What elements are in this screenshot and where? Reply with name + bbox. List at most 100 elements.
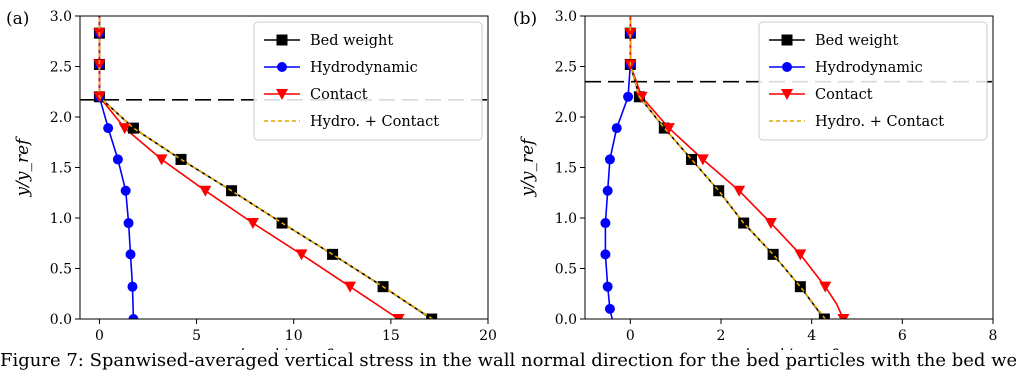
y-tick: 3.0 — [555, 9, 585, 25]
legend-marker — [781, 89, 793, 100]
x-tick-label: 0 — [95, 328, 104, 344]
data-point-contact — [696, 154, 709, 166]
y-tick: 1.5 — [555, 161, 585, 177]
data-point-bed_weight — [713, 185, 725, 197]
legend-marker — [276, 34, 288, 46]
x-tick-label: 0 — [626, 328, 635, 344]
chart-panel-1: 0 5 10 15 20 0.0 0.5 1.0 1.5 2.0 2.5 3.0 ⟨σ_y⟩/σ_ref… — [6, 9, 497, 350]
y-tick: 1.0 — [50, 211, 80, 227]
x-tick-label: 6 — [898, 328, 907, 344]
y-axis-title: y/y_ref — [518, 136, 538, 198]
x-axis-title: ⟨σ_y⟩/σ_ref — [237, 346, 333, 350]
data-point-contact — [662, 123, 675, 135]
data-point-hydrodynamic — [128, 314, 139, 319]
data-point-hydrodynamic — [103, 123, 114, 134]
y-tick-label: 1.0 — [555, 211, 577, 227]
data-point-hydrodynamic — [127, 281, 138, 292]
y-tick-label: 3.0 — [555, 9, 577, 25]
legend-label: Contact — [310, 87, 368, 103]
data-point-contact — [764, 218, 777, 230]
legend-item-contact: Contact — [264, 87, 368, 103]
data-point-contact — [155, 154, 168, 166]
legend-item-hydrodynamic: Hydrodynamic — [264, 60, 418, 76]
legend-label: Bed weight — [310, 33, 393, 49]
panel-label: (b) — [513, 9, 537, 29]
data-point-hydrodynamic — [602, 185, 613, 196]
x-tick: 5 — [192, 319, 201, 344]
y-tick-label: 2.5 — [50, 60, 72, 76]
legend: Bed weight Hydrodynamic Contact Hydro. + Co… — [253, 21, 483, 141]
y-tick: 2.5 — [50, 60, 80, 76]
figure: 051015200.00.51.01.52.02.53.0⟨σ_y⟩/σ_ref… — [6, 9, 997, 350]
data-point-bed_weight — [794, 281, 806, 293]
data-point-hydrodynamic — [600, 249, 611, 260]
data-point-contact — [794, 249, 807, 261]
legend-label: Hydrodynamic — [310, 60, 418, 76]
x-tick-label: 8 — [989, 328, 998, 344]
x-tick: 0 — [626, 319, 635, 344]
data-point-contact — [199, 185, 212, 197]
legend-item-sum: Hydro. + Contact — [769, 114, 944, 130]
legend-box — [253, 21, 483, 141]
legend-marker — [277, 62, 287, 72]
data-point-hydrodynamic — [602, 281, 613, 292]
data-point-contact — [837, 314, 850, 319]
y-tick-label: 1.5 — [555, 161, 577, 177]
y-tick-label: 0.5 — [555, 262, 577, 278]
series-line-sum-overlay — [98, 16, 434, 319]
x-tick-label: 20 — [479, 328, 497, 344]
x-tick: 20 — [479, 319, 497, 344]
y-tick-label: 0.0 — [50, 312, 72, 328]
y-tick-label: 1.5 — [50, 161, 72, 177]
legend-marker — [276, 89, 288, 100]
series-group — [93, 16, 438, 319]
y-tick: 2.0 — [50, 110, 80, 126]
x-tick: 6 — [898, 319, 907, 344]
legend-item-contact: Contact — [769, 87, 873, 103]
data-point-hydrodynamic — [600, 218, 611, 229]
legend-label: Hydrodynamic — [815, 60, 923, 76]
y-tick-label: 2.5 — [555, 60, 577, 76]
legend-label: Bed weight — [815, 33, 898, 49]
data-point-contact — [392, 314, 405, 319]
data-point-contact — [819, 281, 832, 293]
data-point-contact — [93, 59, 106, 71]
y-axis-title: y/y_ref — [13, 136, 33, 198]
data-point-contact — [635, 91, 648, 103]
data-point-contact — [295, 249, 308, 261]
y-tick: 2.5 — [555, 60, 585, 76]
y-tick-label: 2.0 — [555, 110, 577, 126]
y-tick: 0.0 — [555, 312, 585, 328]
legend-box — [758, 21, 988, 141]
y-tick-label: 3.0 — [50, 9, 72, 25]
y-tick-label: 2.0 — [50, 110, 72, 126]
x-tick: 4 — [807, 319, 816, 344]
data-point-hydrodynamic — [623, 91, 634, 102]
y-tick: 0.5 — [50, 262, 80, 278]
legend-label: Contact — [815, 87, 873, 103]
x-tick-label: 5 — [192, 328, 201, 344]
data-point-hydrodynamic — [604, 154, 615, 165]
legend-item-bed_weight: Bed weight — [769, 33, 898, 49]
data-point-bed_weight — [127, 122, 139, 134]
x-tick: 2 — [717, 319, 725, 344]
series-group — [600, 16, 850, 319]
y-tick: 0.5 — [555, 262, 585, 278]
data-point-hydrodynamic — [112, 154, 123, 165]
legend-item-sum: Hydro. + Contact — [264, 114, 439, 130]
data-point-contact — [118, 123, 131, 135]
chart-panel-2: 0 2 4 6 8 0.0 0.5 1.0 1.5 2.0 2.5 3.0 ⟨σ_y⟩/σ_ref y/y… — [513, 9, 997, 350]
figure-caption: Figure 7: Spanwised-averaged vertical st… — [0, 350, 1016, 371]
data-point-contact — [733, 185, 746, 197]
legend-marker — [781, 34, 793, 46]
y-tick-label: 0.0 — [555, 312, 577, 328]
y-tick-label: 1.0 — [50, 211, 72, 227]
x-tick-label: 4 — [807, 328, 816, 344]
legend-label: Hydro. + Contact — [310, 114, 439, 130]
data-point-contact — [246, 218, 259, 230]
x-tick: 10 — [285, 319, 303, 344]
data-point-bed_weight — [767, 248, 779, 260]
panel-label: (a) — [6, 9, 29, 29]
data-point-hydrodynamic — [604, 303, 615, 314]
y-tick: 1.5 — [50, 161, 80, 177]
